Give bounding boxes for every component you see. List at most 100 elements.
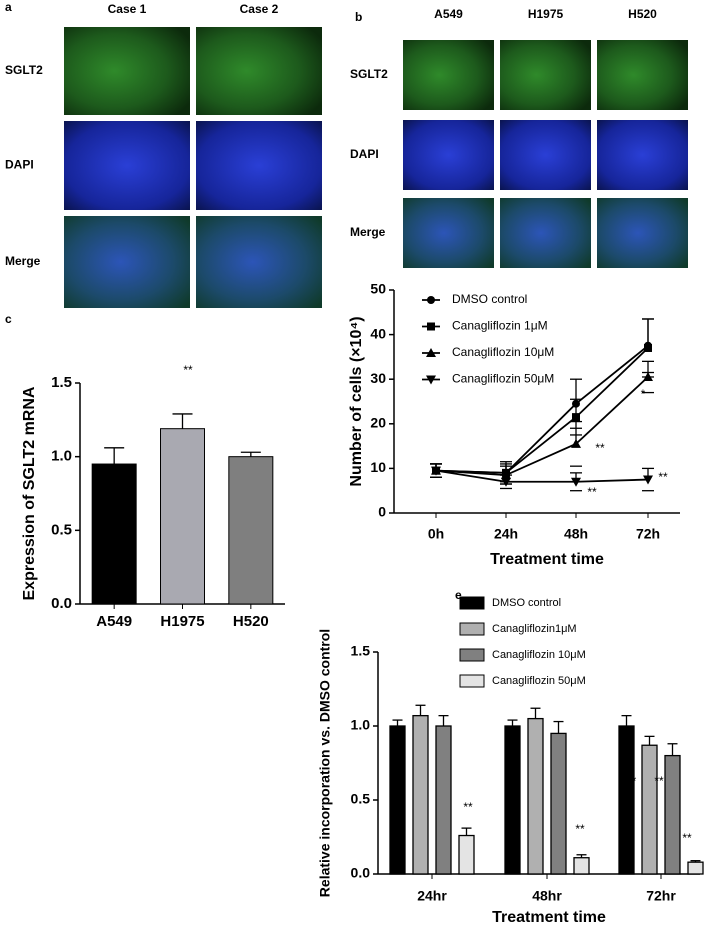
line	[435, 376, 649, 477]
y-tick-label: 0.5	[51, 521, 72, 538]
point	[501, 477, 511, 487]
legend-label: Canagliflozin 10μM	[492, 649, 586, 661]
error-bar	[530, 707, 541, 719]
y-tick-label: 20	[370, 415, 386, 431]
x-axis-label: Treatment time	[490, 551, 604, 568]
row-label: SGLT2	[350, 67, 388, 81]
legend-marker	[426, 348, 436, 357]
point	[571, 477, 581, 487]
y-tick-label: 0.0	[51, 595, 72, 612]
error-bar	[104, 447, 125, 465]
bar	[527, 717, 544, 875]
error-bar	[438, 714, 449, 726]
y-axis-label: Number of cells (×10⁴)	[348, 316, 365, 486]
significance-mark: **	[575, 822, 585, 836]
panel-label: a	[5, 0, 12, 14]
legend-swatch	[459, 674, 485, 688]
y-tick-label: 1.0	[51, 448, 72, 465]
error-bar	[667, 743, 678, 756]
y-tick-label: 0	[378, 504, 386, 520]
micrograph	[196, 27, 322, 115]
legend-label: Canagliflozin 10μM	[452, 345, 554, 359]
column-label: Case 1	[108, 2, 147, 16]
bar	[550, 732, 567, 875]
row-label: DAPI	[5, 158, 34, 172]
error-bar	[553, 720, 564, 734]
legend-label: DMSO control	[452, 292, 527, 306]
point	[572, 413, 580, 422]
error-bar	[644, 735, 655, 746]
column-label: H1975	[528, 7, 564, 21]
row-label: Merge	[5, 254, 41, 268]
bar	[91, 463, 137, 605]
significance-mark: *	[632, 774, 637, 788]
legend-marker	[427, 322, 435, 331]
panel-label: b	[355, 10, 362, 24]
x-tick-label: 24h	[494, 526, 518, 542]
bar	[228, 456, 274, 605]
micrograph	[403, 120, 494, 190]
significance-mark: **	[595, 441, 605, 455]
column-label: Case 2	[240, 2, 279, 16]
column-label: H520	[628, 7, 657, 21]
y-tick-label: 30	[370, 370, 386, 386]
y-tick-label: 0.5	[351, 791, 371, 807]
significance-mark: *	[641, 387, 646, 401]
legend-swatch	[459, 596, 485, 610]
legend-label: Canagliflozin 50μM	[452, 372, 554, 386]
micrograph	[64, 216, 190, 308]
point	[643, 475, 653, 485]
x-tick-label: H1975	[160, 613, 204, 630]
error-bar	[507, 719, 518, 726]
y-tick-label: 40	[370, 325, 386, 341]
legend-marker	[426, 375, 436, 385]
micrograph	[500, 120, 591, 190]
significance-mark: **	[183, 363, 193, 377]
significance-mark: **	[587, 485, 597, 499]
significance-mark: **	[658, 470, 668, 484]
micrograph	[64, 27, 190, 115]
bar	[504, 725, 521, 875]
bar	[687, 861, 704, 875]
line	[435, 347, 649, 474]
y-tick-label: 1.5	[51, 374, 72, 391]
legend-label: Canagliflozin 50μM	[492, 675, 586, 687]
micrograph	[500, 198, 591, 268]
error-bar	[172, 413, 193, 429]
x-tick-label: H520	[233, 613, 269, 630]
micrograph	[597, 120, 688, 190]
y-tick-label: 1.5	[351, 643, 371, 659]
bar	[389, 725, 406, 875]
x-tick-label: 48hr	[532, 888, 562, 904]
panel-label: c	[5, 312, 12, 326]
y-axis-label: Expression of SGLT2 mRNA	[21, 386, 38, 600]
micrograph	[403, 198, 494, 268]
bar	[641, 744, 658, 875]
micrograph	[64, 121, 190, 210]
y-tick-label: 50	[370, 281, 386, 297]
bar	[160, 428, 205, 605]
x-tick-label: 72h	[636, 526, 660, 542]
error-bar	[415, 704, 426, 716]
x-axis-label: Treatment time	[492, 909, 606, 926]
bar	[458, 834, 475, 875]
micrograph	[597, 198, 688, 268]
significance-mark: **	[682, 831, 692, 845]
x-tick-label: 24hr	[417, 888, 447, 904]
x-tick-label: 48h	[564, 526, 588, 542]
significance-mark: **	[654, 774, 664, 788]
y-tick-label: 10	[370, 459, 386, 475]
y-axis-label: Relative incorporation vs. DMSO control	[317, 629, 333, 897]
bar	[435, 725, 452, 875]
x-tick-label: A549	[96, 613, 132, 630]
micrograph	[196, 216, 322, 308]
error-bar	[240, 451, 261, 457]
micrograph	[500, 40, 591, 110]
legend-label: Canagliflozin1μM	[492, 623, 577, 635]
legend-marker	[427, 296, 435, 304]
bar	[618, 725, 635, 875]
micrograph	[196, 121, 322, 210]
x-tick-label: 72hr	[646, 888, 676, 904]
line	[435, 469, 649, 483]
line	[435, 345, 649, 474]
